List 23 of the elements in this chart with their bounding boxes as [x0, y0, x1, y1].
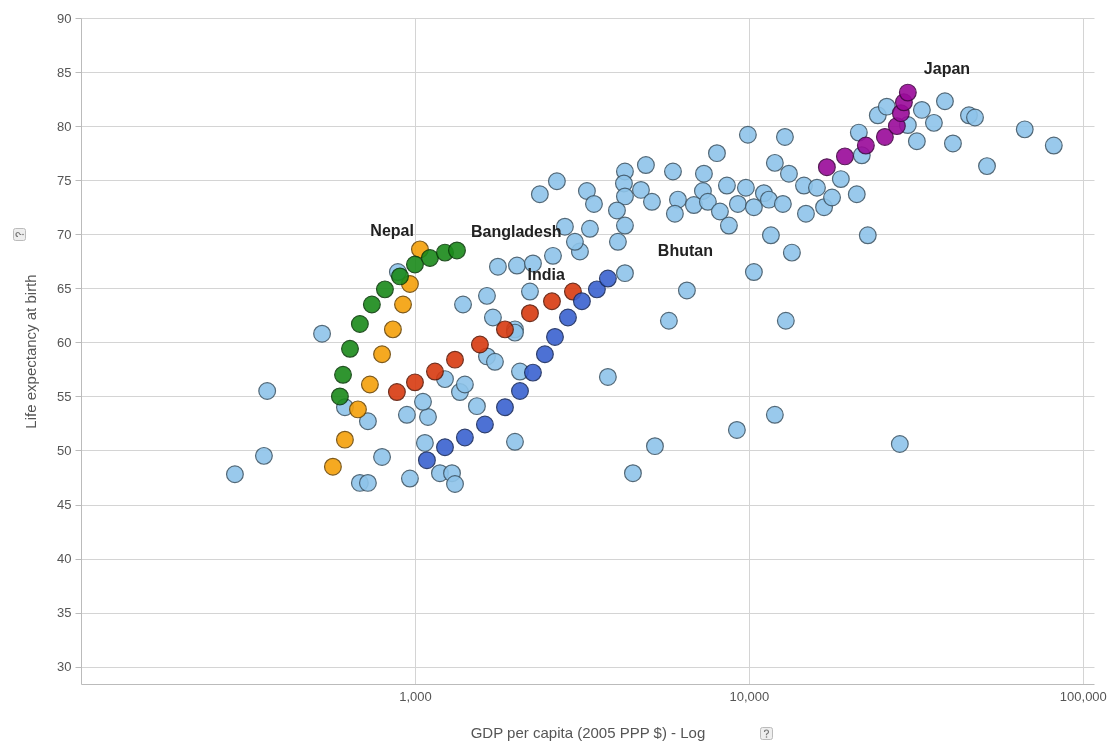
- y-tick-label: 90: [57, 10, 72, 26]
- x-axis-title: GDP per capita (2005 PPP $) - Log: [470, 723, 706, 741]
- y-tick-label: 35: [57, 605, 72, 621]
- y-axis-title: Life expectancy at birth: [22, 274, 40, 429]
- y-tick-label: 45: [57, 497, 72, 513]
- x-tick-label: 100,000: [1059, 688, 1107, 704]
- y-tick-label: 85: [57, 64, 72, 80]
- y-tick-label: 75: [57, 172, 72, 188]
- y-tick-label: 55: [57, 388, 72, 404]
- series-label: Bangladesh: [470, 223, 562, 241]
- series-label: Japan: [923, 59, 971, 77]
- x-tick-label: 1,000: [399, 688, 432, 704]
- series-label: Nepal: [370, 222, 414, 240]
- series-label: India: [527, 265, 566, 283]
- y-tick-label: 80: [57, 118, 72, 134]
- y-tick-label: 60: [57, 334, 72, 350]
- y-tick-label: 50: [57, 442, 72, 458]
- y-tick-label: 30: [57, 659, 72, 675]
- text: Bhutan: [657, 241, 713, 259]
- y-tick-label: 70: [57, 226, 72, 242]
- y-tick-label: 65: [57, 280, 72, 296]
- y-tick-label: 40: [57, 551, 72, 567]
- x-tick-label: 10,000: [729, 688, 770, 704]
